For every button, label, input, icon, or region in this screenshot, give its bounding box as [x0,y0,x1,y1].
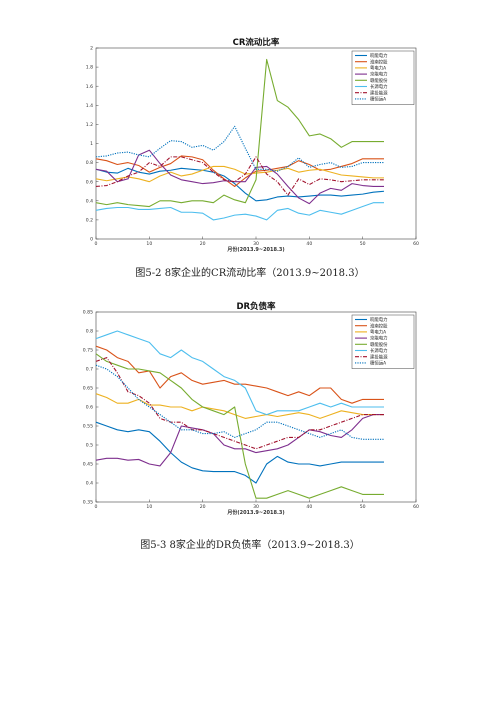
y-tick-label: 0.6 [86,179,93,185]
y-tick-label: 0.2 [86,218,93,224]
legend-label: 穗恒运A [370,96,386,103]
x-tick-label: 60 [413,504,419,510]
series-line-6 [95,202,384,221]
legend-label: 长源电力 [370,347,388,354]
y-tick-label: 0.8 [86,160,93,166]
y-tick-label: 0 [90,237,93,243]
y-tick-label: 0.5 [86,443,93,449]
x-tick-label: 20 [200,504,206,510]
series-line-4 [95,414,384,467]
series-line-8 [95,364,384,440]
x-axis-label: 月份(2013.9~2018.3) [226,509,284,516]
legend-label: 赣能股份 [370,77,388,84]
legend-label: 京能电力 [370,335,388,342]
legend-box [351,314,415,369]
legend-label: 赣能股份 [370,341,388,348]
series-line-7 [95,156,384,196]
legend-label: 皖能电力 [370,52,388,59]
x-tick-label: 40 [306,504,312,510]
y-tick-label: 0.65 [83,386,93,392]
y-tick-label: 0.75 [83,348,93,354]
y-tick-label: 1.8 [86,65,93,71]
x-tick-label: 0 [95,504,98,510]
x-tick-label: 50 [360,241,366,247]
legend-label: 长源电力 [370,83,388,90]
legend-label: 皖能电力 [370,316,388,323]
y-tick-label: 0.85 [83,310,93,316]
y-tick-label: 1.2 [86,122,93,128]
series-line-6 [95,330,384,416]
figure-caption-dr: 图5-3 8家企业的DR负债率（2013.9~2018.3） [140,540,360,551]
legend-label: 粤电力A [370,329,386,336]
chart-title: DR负债率 [236,301,276,312]
x-tick-label: 60 [413,241,419,247]
series-line-8 [95,125,384,172]
legend-label: 粤电力A [370,65,386,72]
series-line-3 [95,393,384,419]
x-tick-label: 50 [360,504,366,510]
x-axis-label: 月份(2013.9~2018.3) [226,246,284,253]
series-line-1 [95,421,384,484]
x-tick-label: 30 [253,241,259,247]
y-tick-label: 1.6 [86,84,93,90]
legend-label: 淮南控股 [370,58,388,65]
y-tick-label: 2 [90,46,93,52]
x-tick-label: 30 [253,504,259,510]
legend-label: 建投能源 [370,89,388,96]
x-tick-label: 10 [146,504,152,510]
x-tick-label: 20 [200,241,206,247]
legend-label: 建投能源 [370,353,388,360]
x-tick-label: 40 [306,241,312,247]
series-line-5 [95,353,384,499]
y-tick-label: 0.8 [86,329,93,335]
chart-title: CR流动比率 [233,37,280,48]
series-line-5 [95,58,384,208]
series-line-3 [95,165,384,183]
figure-caption-cr: 图5-2 8家企业的CR流动比率（2013.9~2018.3） [135,268,365,279]
legend-label: 穗恒运A [370,360,386,367]
series-line-7 [95,357,384,450]
dr-chart: DR负债率 0.35 0.4 0.45 0.5 0.55 0.6 0.65 0.7 0.75 0.8… [83,301,419,516]
y-tick-label: 0.4 [86,198,93,204]
legend-label: 京能电力 [370,71,388,78]
y-tick-label: 0.55 [83,424,93,430]
series-line-4 [95,149,384,205]
y-tick-label: 0.7 [86,367,93,373]
y-tick-label: 0.6 [86,405,93,411]
y-tick-label: 1.4 [86,103,93,109]
legend-label: 淮南控股 [370,322,388,329]
y-tick-label: 0.4 [86,481,93,487]
y-tick-label: 0.35 [83,500,93,506]
series-line-1 [95,167,385,202]
x-tick-label: 10 [146,241,152,247]
x-tick-label: 0 [95,241,98,247]
y-tick-label: 1 [90,141,93,147]
y-tick-label: 0.45 [83,462,93,468]
legend-box [351,50,415,105]
